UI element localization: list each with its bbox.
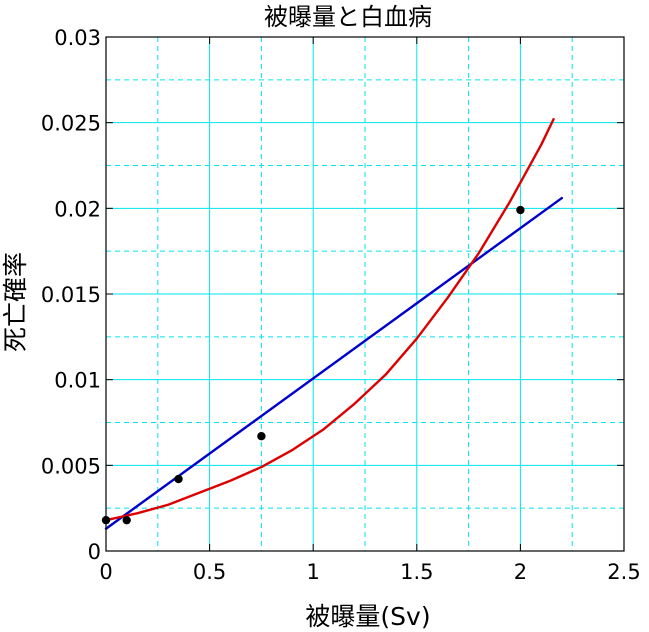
x-tick-label: 2.5 [607,560,640,584]
y-tick-label: 0 [88,540,101,564]
data-point [516,205,525,215]
chart-title: 被曝量と白血病 [264,3,432,31]
data-point [122,515,131,525]
x-tick-label: 0 [99,560,112,584]
data-point [174,474,183,484]
y-axis-label: 死亡確率 [1,252,30,352]
series-line-1 [104,196,564,530]
y-tick-label: 0.03 [54,26,101,50]
x-tick-label: 0.5 [193,560,226,584]
data-point [257,432,266,441]
x-tick-label: 1.5 [400,560,433,584]
y-tick-label: 0.005 [41,454,101,478]
x-tick-label: 2 [514,560,527,584]
series-line-2 [104,118,555,522]
y-tick-label: 0.015 [41,283,101,307]
x-tick-label: 1 [307,560,320,584]
axis-ticks [105,36,625,552]
y-tick-labels: 0 0.005 0.01 0.015 0.02 0.025 0.03 [41,26,101,564]
x-tick-labels: 0 0.5 1 1.5 2 2.5 [99,560,640,584]
y-tick-label: 0.02 [54,197,101,221]
x-axis-label: 被曝量(Sv) [305,602,430,631]
y-tick-label: 0.01 [54,369,101,393]
y-tick-label: 0.025 [41,112,101,136]
